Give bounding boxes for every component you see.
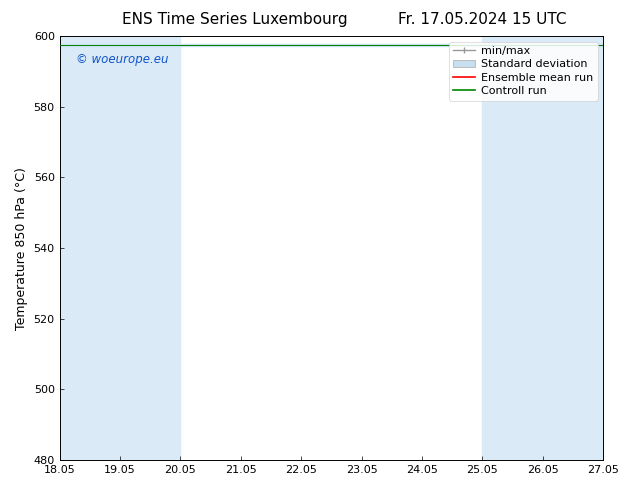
Bar [60, 36, 181, 460]
Text: ENS Time Series Luxembourg: ENS Time Series Luxembourg [122, 12, 347, 27]
Y-axis label: Temperature 850 hPa (°C): Temperature 850 hPa (°C) [15, 167, 28, 330]
Legend: min/max, Standard deviation, Ensemble mean run, Controll run: min/max, Standard deviation, Ensemble me… [449, 42, 597, 100]
Text: Fr. 17.05.2024 15 UTC: Fr. 17.05.2024 15 UTC [398, 12, 566, 27]
Text: © woeurope.eu: © woeurope.eu [76, 53, 169, 66]
Bar [482, 36, 634, 460]
